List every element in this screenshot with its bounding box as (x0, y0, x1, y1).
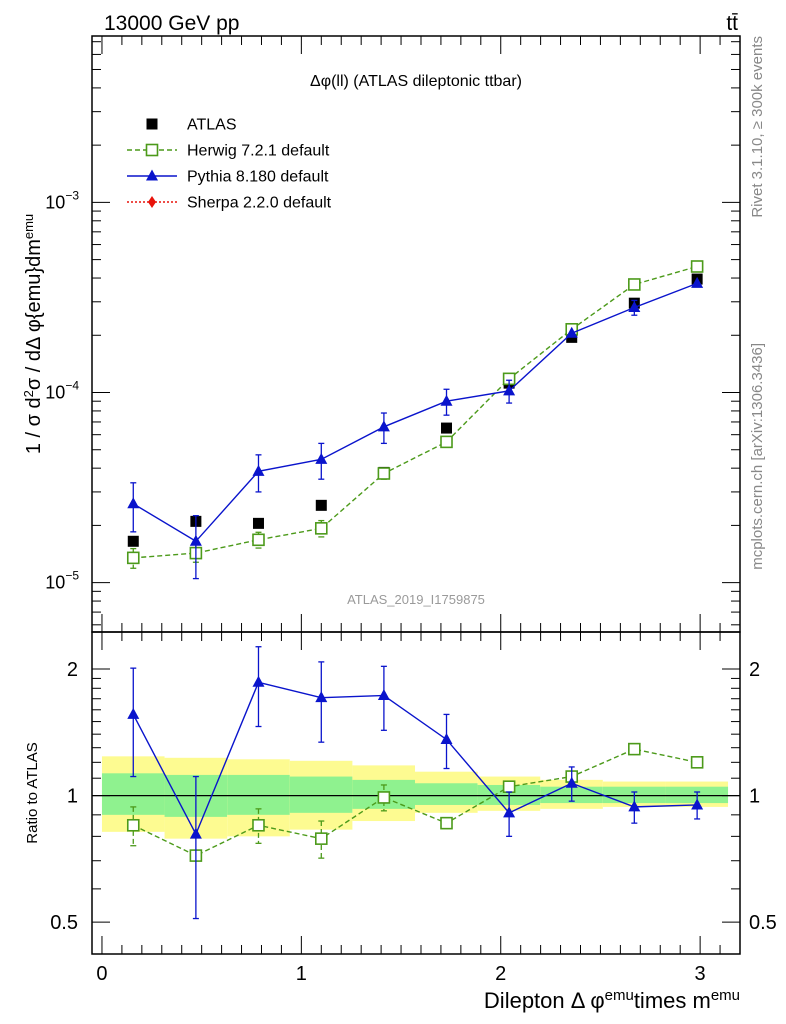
data-point (252, 533, 265, 547)
data-point (690, 260, 704, 273)
data-point (252, 818, 265, 832)
x-tick-label: 0 (96, 963, 107, 985)
main-y-axis-label: 1 / σ d2σ / dΔ φ{emu}dmemu (21, 214, 46, 454)
main-x-ticks (101, 36, 741, 632)
y-tick-label: 2 (749, 659, 760, 681)
legend-marker (146, 118, 158, 130)
data-point (377, 791, 391, 804)
process-label: tt̄ (726, 12, 738, 35)
y-tick-label: 10−3 (45, 188, 79, 212)
ratio-series-pythia (127, 646, 704, 920)
y-tick-label: 1 (749, 786, 760, 808)
uncertainty-band-inner (289, 776, 353, 813)
uncertainty-band-inner (227, 774, 290, 815)
y-tick-label: 0.5 (749, 912, 777, 934)
series-line (132, 748, 698, 857)
data-point (189, 827, 202, 839)
data-point (377, 467, 391, 480)
data-point (440, 816, 453, 830)
data-point (315, 499, 327, 511)
data-point (440, 435, 453, 449)
ratio-y-ticks: 0.5 0.5 1 1 2 2 (50, 659, 777, 934)
data-point (440, 732, 453, 744)
x-tick-label: 2 (495, 963, 506, 985)
data-point (127, 535, 139, 547)
data-point (565, 326, 578, 338)
data-point (315, 691, 328, 703)
x-tick-label: 3 (695, 963, 706, 985)
ratio-panel: 0.5 0.5 1 1 2 2 0 1 2 3 Ratio to ATLAS Dilepton … (24, 631, 777, 1014)
energy-label: 13000 GeV pp (104, 12, 239, 35)
data-point (126, 551, 140, 565)
data-point (502, 780, 516, 794)
data-point (440, 394, 453, 406)
y-tick-label: 1 (67, 786, 78, 808)
series-pythia (127, 276, 704, 580)
data-point (252, 464, 265, 476)
data-point (628, 300, 641, 312)
data-point (252, 675, 265, 687)
data-point (503, 384, 516, 396)
data-point (127, 497, 140, 509)
data-point (503, 806, 516, 818)
legend-marker (146, 169, 158, 181)
y-tick-label: 10−4 (45, 379, 79, 403)
x-axis-label: Dilepton Δ φemutimes memu (484, 987, 740, 1014)
data-point (377, 420, 390, 432)
data-point (127, 707, 140, 719)
ratio-frame (91, 631, 741, 955)
data-point (252, 517, 264, 529)
data-point (314, 522, 328, 535)
data-point (189, 534, 202, 546)
data-point (377, 689, 390, 701)
main-panel: 10−5 10−4 10−3 Δφ(ll) (ATLAS dileptonic tt… (21, 35, 741, 633)
series-line (133, 265, 698, 559)
mcplots-label: mcplots.cern.ch [arXiv:1306.3436] (749, 343, 766, 570)
x-tick-label: 1 (296, 963, 307, 985)
legend-label: Pythia 8.180 default (187, 169, 329, 186)
series-line (132, 282, 698, 543)
series-line (132, 681, 698, 836)
chart-title: Δφ(ll) (ATLAS dileptonic ttbar) (310, 73, 522, 90)
rivet-label: Rivet 3.1.10, ≥ 300k events (749, 36, 766, 218)
y-tick-label: 0.5 (50, 912, 78, 934)
legend-entry: Pythia 8.180 default (127, 169, 329, 186)
data-point (628, 800, 641, 812)
data-point (691, 798, 704, 810)
legend-label: Herwig 7.2.1 default (187, 143, 330, 160)
data-point (315, 452, 328, 464)
data-point (691, 276, 704, 288)
legend-entry: ATLAS (146, 117, 237, 134)
uncertainty-band-inner (415, 783, 478, 805)
y-tick-label: 2 (67, 659, 78, 681)
data-point (690, 756, 704, 769)
y-tick-label: 10−5 (45, 569, 79, 593)
ratio-y-axis-label: Ratio to ATLAS (24, 742, 41, 843)
legend-marker (145, 143, 159, 157)
legend-entry: Herwig 7.2.1 default (127, 143, 330, 160)
legend-label: Sherpa 2.2.0 default (187, 195, 332, 212)
legend-label: ATLAS (187, 117, 237, 134)
data-point (314, 832, 328, 845)
legend-marker (148, 196, 156, 208)
ratio-x-ticks: 0 1 2 3 (96, 632, 741, 985)
analysis-watermark: ATLAS_2019_I1759875 (347, 592, 485, 607)
data-point (628, 278, 641, 291)
legend: ATLAS Herwig 7.2.1 default Pythia 8.180 de… (127, 117, 332, 212)
data-point (126, 818, 140, 832)
legend-entry: Sherpa 2.2.0 default (127, 195, 332, 212)
data-point (628, 742, 641, 756)
data-point (441, 422, 453, 434)
main-y-ticks: 10−5 10−4 10−3 (45, 41, 740, 626)
data-point (565, 776, 578, 788)
